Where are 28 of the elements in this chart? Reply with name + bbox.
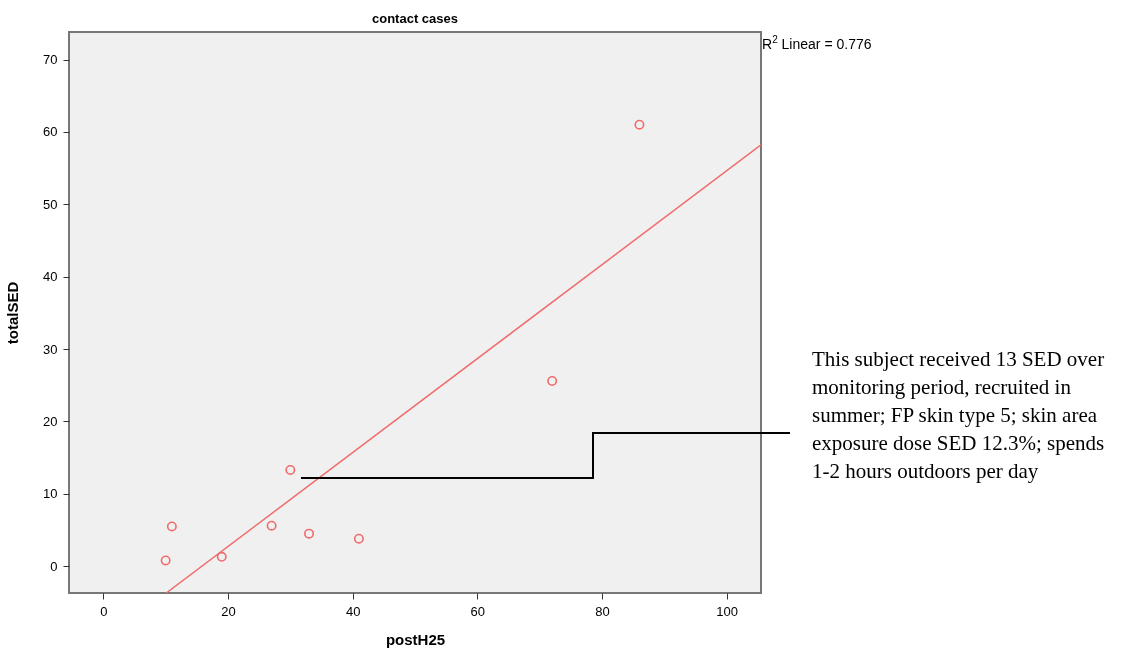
- point: [547, 375, 558, 386]
- y-tick-label: 30: [43, 341, 58, 357]
- y-tick-label: 40: [43, 269, 58, 285]
- x-tick-label: 20: [221, 603, 236, 619]
- point: [266, 520, 277, 531]
- y-tick-label: 50: [43, 196, 58, 212]
- y-axis-title: totalSED: [4, 281, 22, 345]
- point: [166, 521, 177, 532]
- x-tick-label: 80: [595, 603, 610, 619]
- y-tick-label: 60: [43, 124, 58, 140]
- point: [634, 119, 645, 130]
- point: [216, 551, 227, 562]
- text: R$^{2}$ Linear = 0.776: [762, 34, 872, 52]
- y-tick-label: 10: [43, 486, 58, 502]
- point: [285, 464, 296, 475]
- y-tick-label: 0: [50, 558, 58, 574]
- x-tick-label: 0: [100, 603, 108, 619]
- x-axis-title: postH25: [385, 630, 446, 648]
- y-tick-label: 70: [43, 52, 58, 68]
- point: [353, 533, 364, 544]
- x-tick-label: 100: [716, 603, 739, 619]
- y-tick-label: 20: [43, 413, 58, 429]
- point: [160, 555, 171, 566]
- text: This subject received 13 SED over monitoring period, recruited in summer; FP skin type 5; skin area exposure dose SED 12.3%; spends 1-2 hours outdoors per day: [812, 346, 1106, 485]
- x-tick-label: 60: [470, 603, 486, 619]
- x-tick-label: 40: [345, 603, 361, 619]
- point: [304, 528, 314, 539]
- chart-title: contact cases: [372, 11, 458, 26]
